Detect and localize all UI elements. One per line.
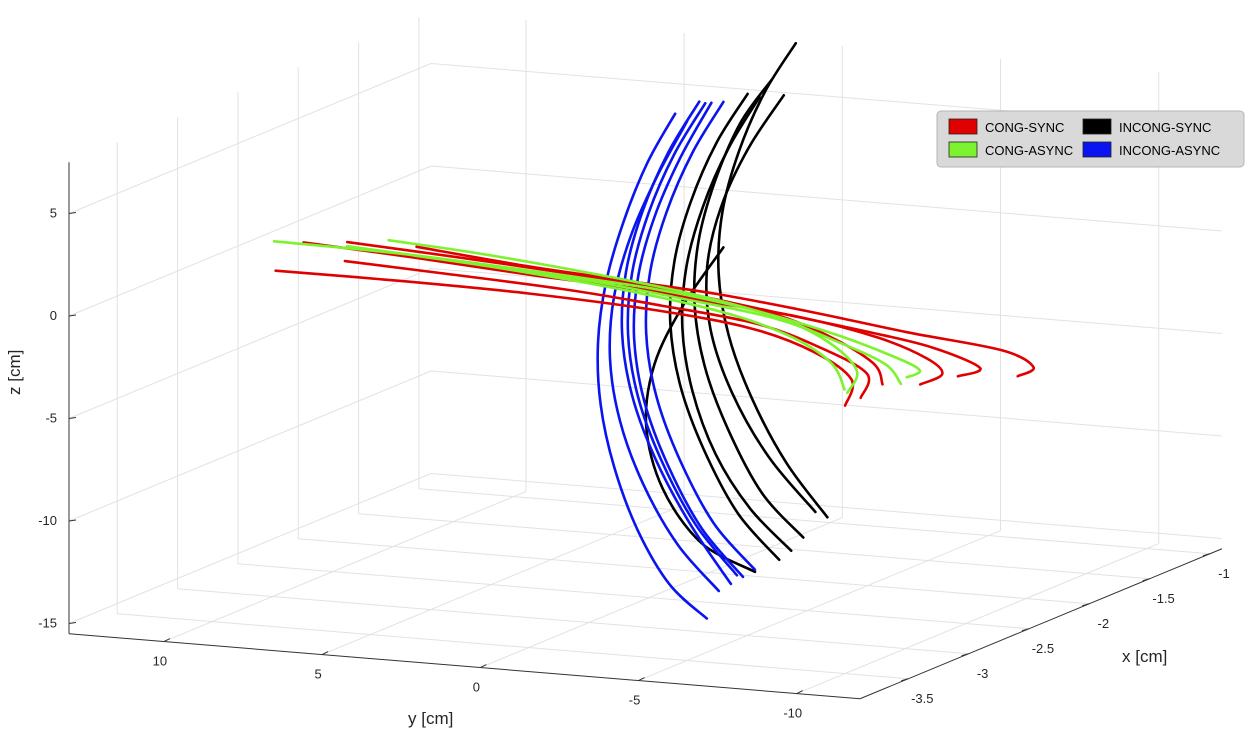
y-tick-mark	[638, 677, 645, 681]
x-tick-label: -3.5	[911, 691, 933, 706]
axes	[68, 162, 1223, 700]
floor-grid-line	[163, 491, 527, 643]
y-tick-label: 0	[473, 680, 480, 695]
z-tick-mark	[68, 212, 77, 214]
trajectory-cong-sync	[343, 259, 871, 400]
y-tick-mark	[480, 664, 487, 668]
floor-grid-line	[298, 538, 1090, 605]
trajectory-incong-async	[644, 100, 757, 572]
legend-label: CONG-SYNC	[985, 120, 1064, 135]
trajectory-incong-sync	[717, 41, 829, 519]
z-tick-label: 0	[50, 308, 57, 323]
trajectory-cong-async	[412, 254, 846, 391]
z-tick-mark	[68, 417, 77, 419]
z-axis-label: z [cm]	[5, 350, 24, 395]
wall-grid-line	[68, 370, 432, 522]
wall-grid-line	[430, 473, 1223, 539]
trajectory-incong-async	[632, 101, 745, 579]
legend-swatch	[1082, 118, 1112, 135]
x-tick-mark	[901, 678, 909, 682]
trajectory-cong-sync	[302, 241, 884, 386]
tick-labels: 5 0 -5 -10 -15 10 5 0 -5 -10 -1 -1.5 -2 -2.5 -3 -3.5	[38, 206, 1230, 721]
x-tick-label: -1.5	[1152, 591, 1174, 606]
wall-grid-line	[68, 63, 432, 214]
legend-swatch	[948, 118, 978, 135]
legend-entry: INCONG-ASYNC	[1082, 141, 1220, 158]
legend-label: CONG-ASYNC	[985, 143, 1073, 158]
floor-grid-line	[177, 588, 969, 655]
floor-grid-line	[638, 530, 1001, 682]
trajectory-cong-async	[387, 238, 859, 395]
legend-swatch	[948, 141, 978, 158]
floor-grid-line	[237, 563, 1029, 630]
y-axis-line	[68, 633, 861, 700]
floor-grid-line	[358, 513, 1150, 580]
trajectory-incong-sync	[705, 94, 817, 514]
z-tick-label: -10	[38, 513, 57, 528]
trajectory-cong-sync	[415, 245, 1035, 378]
x-tick-label: -2.5	[1032, 641, 1054, 656]
legend: CONG-SYNC CONG-ASYNC INCONG-SYNC INCONG-…	[936, 110, 1245, 168]
z-tick-label: -15	[38, 616, 57, 631]
legend-entry: INCONG-SYNC	[1082, 118, 1211, 135]
z-tick-mark	[68, 314, 77, 317]
y-tick-mark	[796, 690, 803, 694]
legend-entry: CONG-ASYNC	[948, 141, 1073, 158]
wall-grid-line	[430, 370, 1223, 437]
floor-grid-line	[480, 517, 843, 669]
x-tick-mark	[1202, 553, 1211, 557]
y-tick-label: 5	[315, 667, 322, 682]
trajectory-incong-sync	[668, 92, 781, 562]
floor-grid-line	[796, 543, 1159, 695]
trajectories	[272, 41, 1035, 620]
x-tick-mark	[961, 653, 969, 657]
legend-label: INCONG-ASYNC	[1119, 143, 1220, 158]
x-tick-label: -3	[977, 666, 989, 681]
wall-grid-line	[68, 165, 432, 317]
x-tick-label: -1	[1218, 566, 1230, 581]
wall-grid-line	[68, 473, 432, 624]
y-tick-mark	[163, 638, 171, 642]
legend-label: INCONG-SYNC	[1119, 120, 1211, 135]
x-tick-mark	[1082, 603, 1090, 607]
x-tick-mark	[1142, 578, 1150, 582]
trajectory-incong-sync	[680, 95, 793, 552]
z-tick-label: -5	[45, 411, 57, 426]
wall-grid-line	[430, 165, 1223, 232]
y-tick-label: -5	[629, 693, 641, 708]
z-tick-mark	[68, 519, 77, 522]
legend-box	[936, 110, 1245, 168]
floor-grid-line	[418, 488, 1210, 555]
x-tick-mark	[1021, 628, 1030, 632]
x-tick-label: -2	[1097, 616, 1109, 631]
x-axis-line	[859, 548, 1223, 700]
y-tick-label: 10	[153, 654, 167, 669]
floor-grid-line	[321, 504, 685, 656]
x-axis-label: x [cm]	[1122, 647, 1167, 666]
floor-grid-line	[117, 613, 909, 680]
y-axis-label: y [cm]	[408, 709, 453, 728]
trajectory-incong-async	[596, 112, 709, 620]
z-tick-mark	[68, 622, 77, 624]
legend-swatch	[1082, 141, 1112, 158]
trajectory-incong-async	[626, 101, 739, 577]
y-tick-mark	[321, 651, 329, 655]
trajectory-incong-async	[608, 119, 721, 593]
grid-lines	[68, 17, 1223, 695]
z-tick-label: 5	[50, 206, 57, 221]
wall-grid-line	[68, 268, 432, 419]
trajectory-cong-sync	[274, 269, 855, 407]
y-tick-label: -10	[783, 706, 802, 721]
legend-entry: CONG-SYNC	[948, 118, 1064, 135]
